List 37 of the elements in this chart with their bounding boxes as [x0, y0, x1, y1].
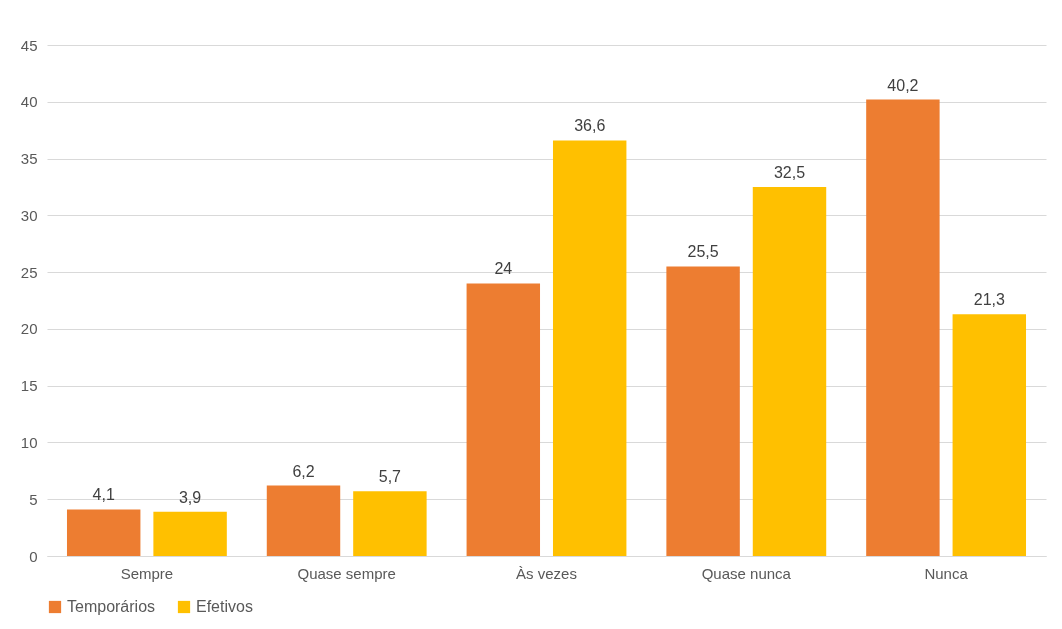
data-label: 24: [494, 260, 513, 278]
y-tick-label: 15: [20, 377, 38, 395]
bar: [353, 491, 427, 556]
y-tick-label: 30: [20, 206, 38, 224]
x-tick-label: Sempre: [120, 564, 174, 582]
x-tick-label: Quase sempre: [297, 564, 396, 582]
bar: [552, 140, 627, 556]
y-tick-label: 35: [20, 150, 38, 168]
x-tick-label: Nunca: [924, 564, 969, 582]
y-tick-label: 5: [29, 490, 38, 508]
data-label: 21,3: [973, 291, 1005, 309]
bar: [66, 509, 141, 556]
y-tick-label: 0: [29, 547, 38, 565]
data-label: 40,2: [887, 76, 919, 94]
data-label: 32,5: [773, 163, 806, 181]
bar: [153, 511, 227, 556]
bar: [666, 266, 740, 556]
data-label: 25,5: [687, 243, 719, 261]
bar: [752, 186, 827, 556]
y-tick-label: 40: [20, 93, 38, 111]
bar: [952, 314, 1027, 556]
x-tick-label: Às vezes: [516, 564, 577, 582]
data-label: 4,1: [92, 486, 115, 504]
y-tick-label: 20: [20, 320, 38, 338]
y-tick-label: 10: [20, 433, 38, 451]
bar: [866, 99, 940, 556]
data-label: 36,6: [574, 117, 606, 135]
legend-label: Temporários: [67, 598, 156, 615]
data-label: 5,7: [378, 468, 402, 486]
x-tick-label: Quase nunca: [701, 564, 792, 582]
bar: [266, 485, 341, 556]
data-label: 6,2: [292, 462, 315, 480]
y-tick-label: 45: [20, 36, 38, 54]
y-tick-label: 25: [20, 263, 38, 281]
data-label: 3,9: [178, 488, 202, 506]
legend-label: Efetivos: [196, 598, 253, 615]
bar: [466, 283, 541, 556]
